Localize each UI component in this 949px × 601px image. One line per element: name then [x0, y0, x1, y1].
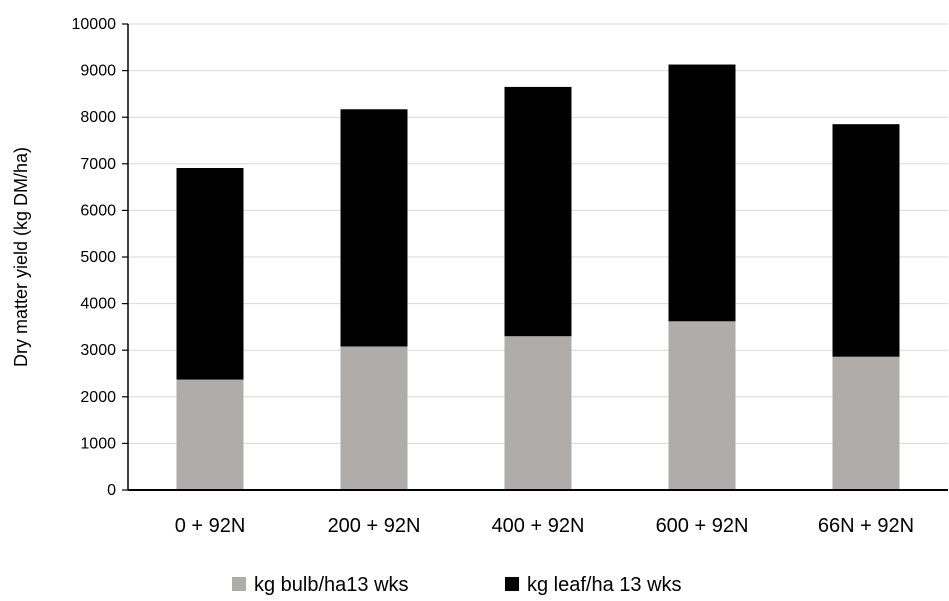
y-tick-label: 7000: [80, 156, 116, 173]
x-tick-label: 200 + 92N: [328, 515, 421, 537]
x-tick-label: 66N + 92N: [818, 515, 914, 537]
bar-segment-bulb: [832, 356, 900, 490]
y-tick-label: 1000: [80, 435, 116, 452]
y-tick-label: 9000: [80, 63, 116, 80]
bar-segment-leaf: [176, 167, 244, 380]
y-tick-labels: 0 1000 2000 3000 4000 5000 6000 7000 8000 9000 100…: [72, 16, 117, 499]
y-tick-label: 0: [107, 482, 116, 499]
y-tick-label: 10000: [72, 16, 117, 33]
y-tick-label: 5000: [80, 249, 116, 266]
legend-swatch: [232, 577, 246, 591]
bar-segment-bulb: [176, 379, 244, 490]
legend-label: kg bulb/ha13 wks: [254, 574, 409, 596]
bar-segment-leaf: [832, 124, 900, 357]
legend: kg bulb/ha13 wks kg leaf/ha 13 wks: [232, 574, 682, 596]
y-tick-label: 4000: [80, 296, 116, 313]
x-tick-labels: 0 + 92N 200 + 92N 400 + 92N 600 + 92N 66N + …: [175, 515, 914, 537]
y-tick-label: 6000: [80, 202, 116, 219]
y-tick-label: 3000: [80, 342, 116, 359]
bar-segment-leaf: [504, 86, 572, 337]
x-tick-label: 600 + 92N: [656, 515, 749, 537]
bar-segment-bulb: [668, 321, 736, 490]
bar-segment-bulb: [504, 336, 572, 490]
y-tick-label: 8000: [80, 109, 116, 126]
bar-segment-leaf: [340, 109, 408, 347]
bar-segment-leaf: [668, 64, 736, 322]
bars: [176, 64, 900, 490]
legend-label: kg leaf/ha 13 wks: [527, 574, 682, 596]
bar-segment-bulb: [340, 346, 408, 490]
y-axis-title: Dry matter yield (kg DM/ha): [11, 147, 31, 367]
x-tick-label: 0 + 92N: [175, 515, 246, 537]
x-tick-label: 400 + 92N: [492, 515, 585, 537]
legend-swatch: [505, 577, 519, 591]
y-tick-label: 2000: [80, 389, 116, 406]
axes: [122, 23, 948, 491]
